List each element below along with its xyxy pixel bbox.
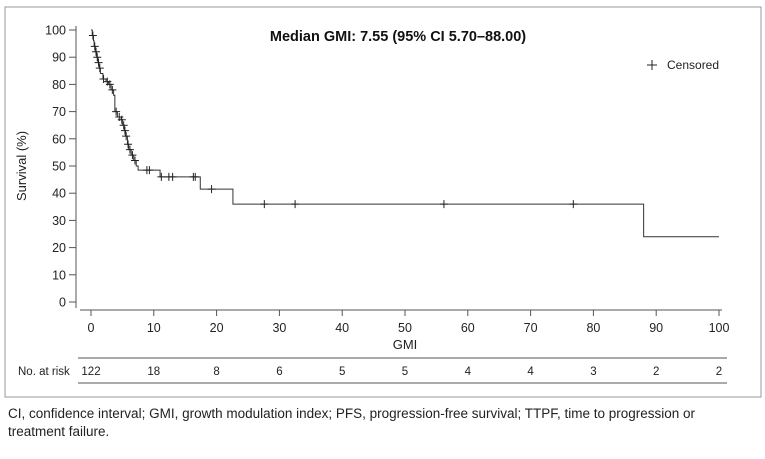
x-axis-label: GMI: [393, 337, 418, 352]
censored-mark: [128, 151, 137, 160]
risk-count: 8: [213, 366, 219, 378]
censored-mark: [207, 185, 216, 194]
censored-mark: [439, 200, 448, 209]
y-tick-label: 10: [52, 268, 66, 282]
censored-mark: [569, 200, 578, 209]
x-tick-label: 60: [461, 321, 475, 335]
x-tick-label: 50: [398, 321, 412, 335]
x-tick-label: 30: [272, 321, 286, 335]
x-tick-label: 20: [210, 321, 224, 335]
legend-censored-marker: [647, 60, 657, 70]
censored-mark: [95, 64, 104, 73]
censored-mark: [260, 200, 269, 209]
caption-line-2: treatment failure.: [8, 424, 109, 439]
x-tick-label: 40: [335, 321, 349, 335]
censored-mark: [88, 31, 97, 40]
x-tick-label: 0: [88, 321, 95, 335]
censored-mark: [105, 80, 114, 89]
censored-mark: [130, 156, 139, 165]
x-tick-label: 90: [649, 321, 663, 335]
censored-mark: [191, 172, 200, 181]
censored-mark: [122, 132, 131, 141]
risk-count: 2: [716, 366, 722, 378]
censored-mark: [94, 58, 103, 67]
risk-count: 6: [276, 366, 282, 378]
risk-table-label: No. at risk: [18, 366, 70, 378]
chart-title: Median GMI: 7.55 (95% CI 5.70–88.00): [270, 29, 526, 45]
censored-mark: [145, 166, 154, 175]
y-tick-label: 80: [52, 78, 66, 92]
censored-mark: [120, 126, 129, 135]
censored-mark: [112, 107, 121, 116]
risk-count: 3: [590, 366, 596, 378]
censored-mark: [124, 140, 133, 149]
censored-mark: [117, 115, 126, 124]
x-tick-label: 70: [524, 321, 538, 335]
censored-mark: [108, 85, 117, 94]
y-tick-label: 60: [52, 132, 66, 146]
censored-mark: [90, 42, 99, 51]
y-tick-label: 0: [59, 296, 66, 310]
x-tick-label: 80: [586, 321, 600, 335]
censored-mark: [92, 47, 101, 56]
y-tick-label: 40: [52, 187, 66, 201]
y-tick-label: 20: [52, 241, 66, 255]
censored-mark: [291, 200, 300, 209]
y-tick-label: 100: [45, 24, 66, 38]
y-tick-label: 30: [52, 214, 66, 228]
risk-count: 5: [339, 366, 345, 378]
risk-count: 18: [147, 366, 160, 378]
y-tick-label: 50: [52, 160, 66, 174]
censored-mark: [93, 53, 102, 62]
y-tick-label: 90: [52, 51, 66, 65]
chart-frame: [4, 6, 762, 398]
risk-count: 5: [402, 366, 408, 378]
risk-count: 122: [81, 366, 100, 378]
x-tick-label: 10: [147, 321, 161, 335]
censored-mark: [125, 145, 134, 154]
caption-line-1: CI, confidence interval; GMI, growth mod…: [8, 406, 696, 421]
risk-count: 4: [527, 366, 534, 378]
legend-censored-label: Censored: [667, 58, 719, 72]
censored-mark: [157, 172, 166, 181]
y-tick-label: 70: [52, 105, 66, 119]
x-tick-label: 100: [709, 321, 730, 335]
legend: Censored: [647, 58, 719, 72]
y-axis-label: Survival (%): [14, 131, 29, 201]
risk-count: 4: [465, 366, 472, 378]
censored-mark: [168, 172, 177, 181]
survival-curve: [91, 29, 719, 238]
censored-mark: [119, 121, 128, 130]
risk-count: 2: [653, 366, 659, 378]
